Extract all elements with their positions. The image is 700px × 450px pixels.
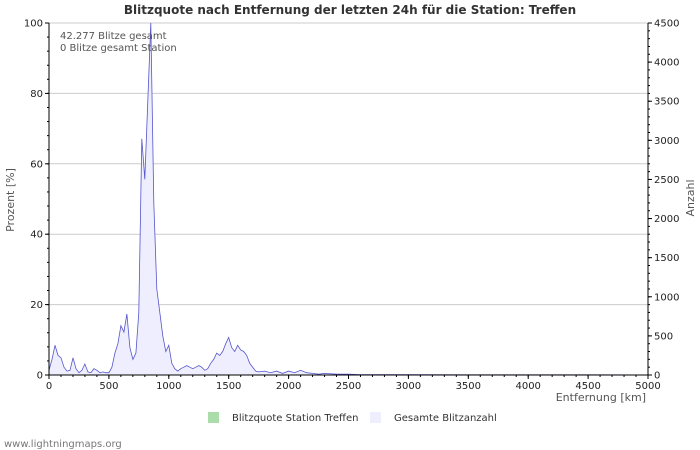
tick-label-right-4500: 4500 — [654, 19, 679, 30]
y-axis-left-label: Prozent [%] — [4, 168, 17, 232]
tick-label-right-3000: 3000 — [654, 136, 679, 147]
tick-label-bottom-4500: 4500 — [575, 381, 600, 392]
tick-label-bottom-1000: 1000 — [156, 381, 181, 392]
tick-label-bottom-1500: 1500 — [216, 381, 241, 392]
tick-label-right-0: 0 — [654, 371, 660, 382]
tick-label-bottom-4000: 4000 — [515, 381, 540, 392]
station-strikes-annotation: 0 Blitze gesamt Station — [60, 43, 177, 54]
bottom-tick-labels: 0 500 1000 1500 2000 2500 3000 3500 4000 4500 5000 — [46, 375, 661, 392]
tick-label-left-80: 80 — [30, 89, 43, 100]
tick-label-bottom-500: 500 — [99, 381, 118, 392]
tick-label-left-100: 100 — [24, 19, 43, 30]
total-strikes-annotation: 42.277 Blitze gesamt — [60, 31, 167, 42]
tick-label-left-0: 0 — [37, 371, 43, 382]
chart-title: Blitzquote nach Entfernung der letzten 2… — [124, 3, 576, 17]
tick-label-right-3500: 3500 — [654, 97, 679, 108]
right-tick-labels: 0 500 1000 1500 2000 2500 3000 3500 4000 4500 — [648, 19, 679, 382]
x-axis-label: Entfernung [km] — [556, 391, 646, 404]
tick-label-right-1500: 1500 — [654, 253, 679, 264]
tick-label-bottom-2000: 2000 — [276, 381, 301, 392]
tick-label-right-500: 500 — [654, 331, 673, 342]
tick-label-right-1000: 1000 — [654, 292, 679, 303]
legend-swatch-total — [370, 412, 381, 423]
y-axis-right-label: Anzahl — [684, 179, 697, 216]
grid — [49, 22, 648, 306]
tick-label-left-60: 60 — [30, 159, 43, 170]
left-tick-labels: 0 20 40 60 80 100 — [24, 19, 49, 382]
series-1-fill — [49, 23, 648, 375]
tick-label-right-4000: 4000 — [654, 58, 679, 69]
tick-label-bottom-5000: 5000 — [635, 381, 660, 392]
tick-label-bottom-0: 0 — [46, 381, 52, 392]
tick-label-bottom-2500: 2500 — [336, 381, 361, 392]
tick-label-left-20: 20 — [30, 300, 43, 311]
legend-label-total: Gesamte Blitzanzahl — [394, 413, 497, 424]
tick-label-left-40: 40 — [30, 230, 43, 241]
tick-label-right-2500: 2500 — [654, 175, 679, 186]
series-area — [48, 22, 649, 376]
legend-label-station: Blitzquote Station Treffen — [232, 413, 358, 424]
legend-swatch-station — [208, 412, 219, 423]
footer-credit: www.lightningmaps.org — [4, 439, 122, 450]
tick-label-bottom-3500: 3500 — [456, 381, 481, 392]
series-1-line — [48, 22, 649, 376]
tick-label-bottom-3000: 3000 — [396, 381, 421, 392]
tick-label-right-2000: 2000 — [654, 214, 679, 225]
